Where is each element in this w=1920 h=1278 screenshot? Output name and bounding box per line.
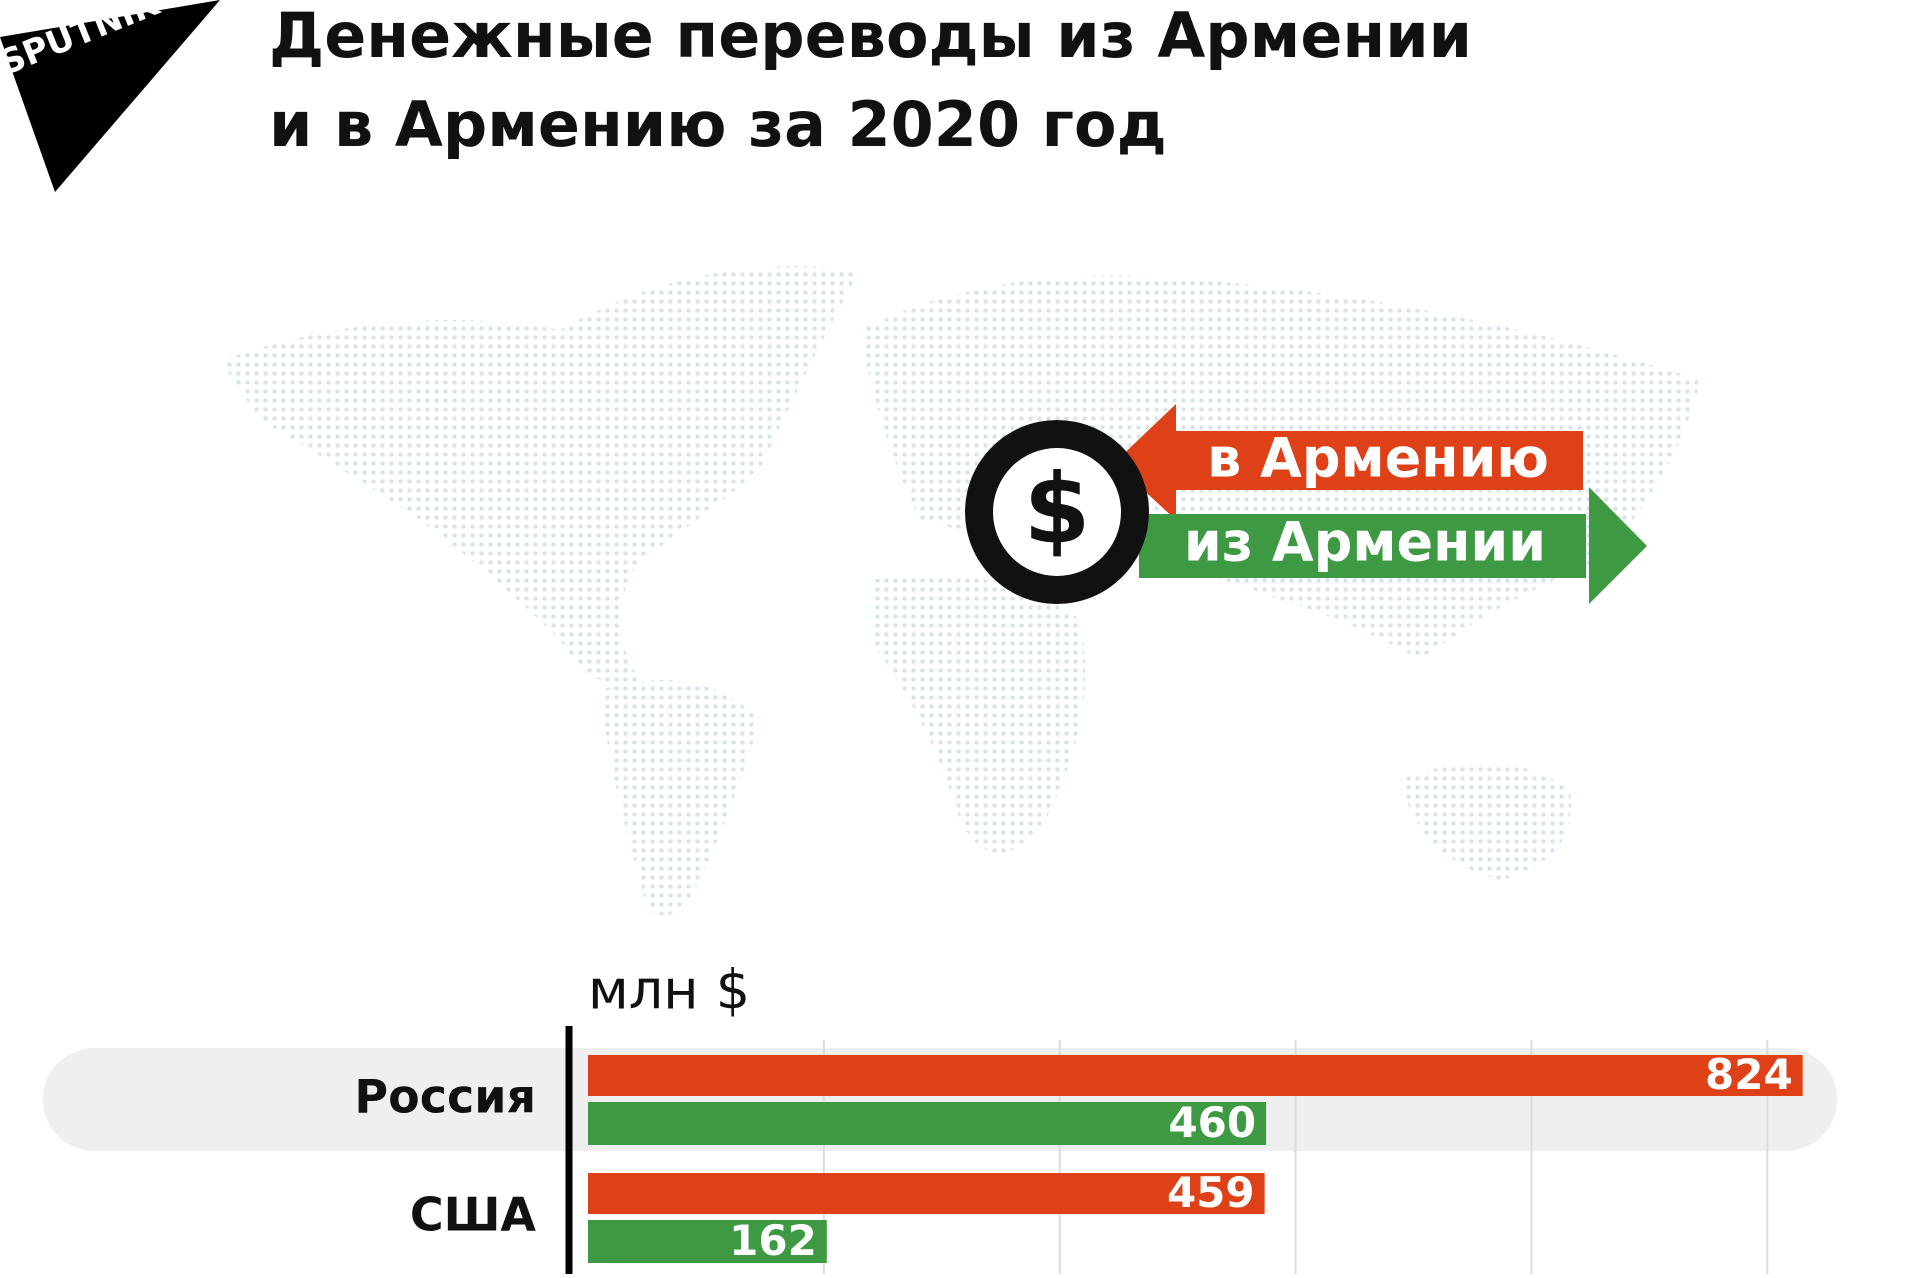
- legend-arrow: [1589, 487, 1647, 604]
- value-label: 162: [729, 1216, 817, 1265]
- value-label: 460: [1168, 1098, 1256, 1147]
- category-label: США: [410, 1188, 537, 1242]
- legend-swatch: [1139, 514, 1586, 578]
- bar: [588, 1102, 1267, 1145]
- world-map: [220, 266, 1700, 916]
- bar: [588, 1220, 827, 1263]
- category-label: Россия: [354, 1070, 536, 1124]
- chart-title: и в Армению за 2020 год: [269, 88, 1167, 161]
- legend: $ в Армению из Армении: [965, 404, 1647, 604]
- dollar-icon: [993, 448, 1121, 576]
- value-label: 459: [1167, 1168, 1255, 1217]
- legend-swatch: [1176, 431, 1583, 490]
- unit-label: млн $: [588, 959, 750, 1022]
- legend-arrow: [1114, 404, 1176, 520]
- bar: [588, 1055, 1803, 1096]
- legend-label: из Армении: [1184, 511, 1546, 574]
- dollar-icon: $: [1024, 453, 1091, 565]
- bar-chart: Россия 824 460 США 459 162: [43, 1026, 1837, 1274]
- value-label: 824: [1705, 1050, 1793, 1099]
- logo: SPUTNIK: [0, 0, 220, 192]
- chart-title: Денежные переводы из Армении: [269, 0, 1472, 72]
- legend-label: в Армению: [1207, 427, 1549, 490]
- bar: [588, 1173, 1265, 1214]
